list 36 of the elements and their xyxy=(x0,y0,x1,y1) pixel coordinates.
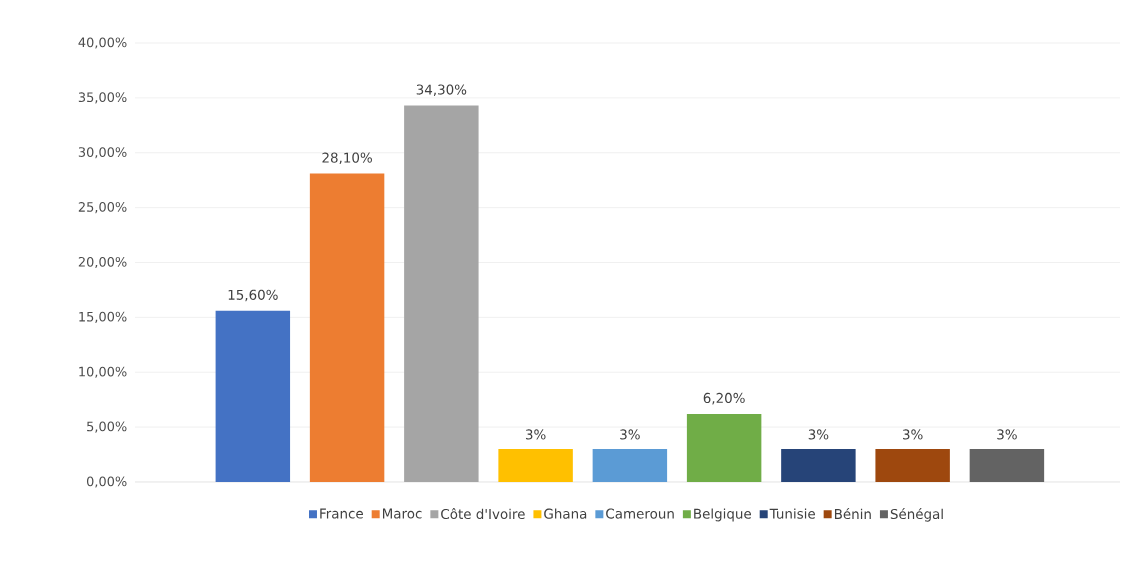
legend-label: Cameroun xyxy=(606,508,674,519)
y-tick-label: 25,00% xyxy=(78,202,127,214)
data-label: 6,20% xyxy=(703,392,745,405)
legend-label: France xyxy=(320,508,363,519)
bar xyxy=(969,449,1045,482)
legend-label: Sénégal xyxy=(890,508,943,522)
data-label: 3% xyxy=(997,429,1017,440)
y-tick-label: 30,00% xyxy=(78,147,127,159)
bar xyxy=(404,105,479,482)
y-tick-label: 35,00% xyxy=(78,92,127,104)
legend-label: Tunisie xyxy=(769,508,815,519)
legend-label: Ghana xyxy=(544,508,587,519)
legend-label: Côte d'Ivoire xyxy=(441,508,525,520)
bar xyxy=(592,449,668,482)
y-tick-label: 40,00% xyxy=(78,37,127,49)
data-label: 3% xyxy=(903,429,923,440)
data-label: 3% xyxy=(620,429,640,440)
data-label: 34,30% xyxy=(416,84,467,97)
bar xyxy=(781,449,856,482)
data-label: 28,10% xyxy=(322,152,372,165)
bar xyxy=(309,173,385,482)
bar xyxy=(498,449,573,482)
y-tick-label: 5,00% xyxy=(87,421,127,433)
data-label: 15,60% xyxy=(228,289,278,302)
y-tick-label: 20,00% xyxy=(78,256,127,269)
legend-label: Bénin xyxy=(834,508,871,520)
y-tick-label: 15,00% xyxy=(79,311,127,323)
legend-label: Maroc xyxy=(383,508,422,519)
data-label: 3% xyxy=(525,429,546,440)
data-label: 3% xyxy=(808,429,829,440)
legend-label: Belgique xyxy=(694,508,752,522)
bar xyxy=(215,310,291,482)
bar xyxy=(875,449,950,482)
y-tick-label: 0,00% xyxy=(86,476,127,488)
y-tick-label: 10,00% xyxy=(79,366,127,378)
bar xyxy=(686,413,762,482)
